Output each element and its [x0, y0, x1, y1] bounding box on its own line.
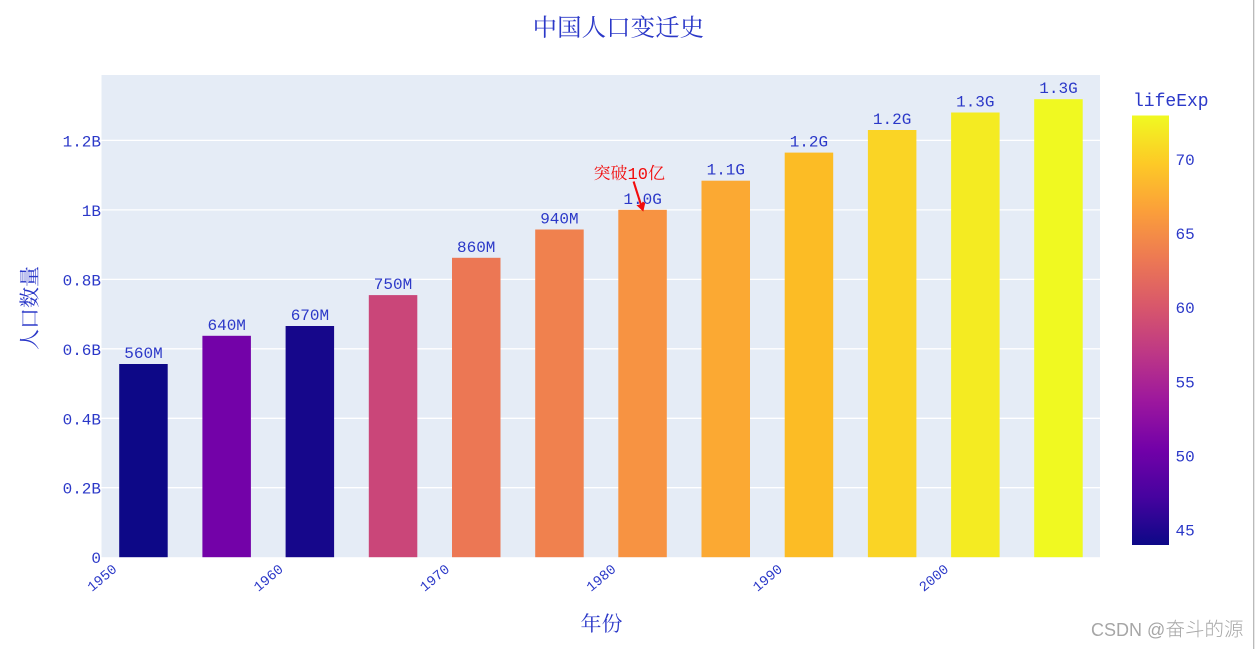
svg-text:50: 50 — [1176, 448, 1195, 466]
svg-text:860M: 860M — [457, 239, 495, 257]
svg-text:1.2B: 1.2B — [63, 133, 101, 151]
svg-text:1.2G: 1.2G — [790, 134, 828, 152]
svg-text:0: 0 — [91, 550, 101, 568]
svg-text:CSDN @: CSDN @ — [1091, 620, 1165, 640]
svg-text:0.8B: 0.8B — [63, 272, 101, 290]
svg-text:1.1G: 1.1G — [707, 162, 745, 180]
svg-text:640M: 640M — [207, 317, 245, 335]
svg-text:0.6B: 0.6B — [63, 342, 101, 360]
svg-text:1.2G: 1.2G — [873, 111, 911, 129]
svg-text:55: 55 — [1176, 374, 1195, 392]
svg-text:0.2B: 0.2B — [63, 481, 101, 499]
svg-text:0.4B: 0.4B — [63, 411, 101, 429]
svg-text:1.3G: 1.3G — [956, 94, 994, 112]
svg-text:1.3G: 1.3G — [1039, 80, 1077, 98]
svg-text:10: 10 — [628, 166, 648, 185]
svg-text:45: 45 — [1176, 523, 1195, 541]
svg-text:1.0G: 1.0G — [623, 191, 661, 209]
svg-text:560M: 560M — [124, 345, 162, 363]
svg-text:60: 60 — [1176, 300, 1195, 318]
svg-text:940M: 940M — [540, 211, 578, 229]
svg-text:lifeExp: lifeExp — [1133, 92, 1209, 112]
svg-text:1B: 1B — [82, 203, 101, 221]
svg-text:65: 65 — [1176, 226, 1195, 244]
svg-text:70: 70 — [1176, 152, 1195, 170]
svg-text:750M: 750M — [374, 276, 412, 294]
svg-text:670M: 670M — [291, 307, 329, 325]
